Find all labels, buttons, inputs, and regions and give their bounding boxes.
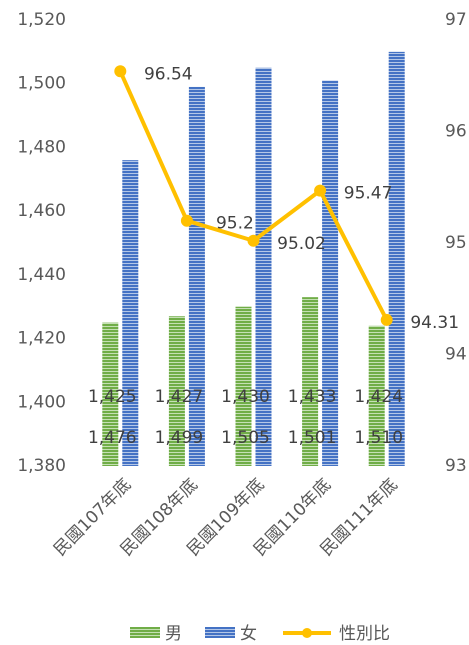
data-label: 1,424 <box>354 387 403 407</box>
bar <box>235 306 252 466</box>
data-label: 94.31 <box>410 313 459 333</box>
ratio-point <box>180 214 193 227</box>
bar <box>368 325 385 466</box>
y2-tick-label: 93 <box>445 456 467 476</box>
bar <box>388 51 405 466</box>
y-tick-label: 1,460 <box>17 201 66 221</box>
bar <box>322 80 339 467</box>
data-label: 1,499 <box>155 428 204 448</box>
data-label: 1,430 <box>221 387 270 407</box>
y2-tick-label: 96 <box>445 122 467 142</box>
bar <box>255 67 272 467</box>
legend-label: 女 <box>240 624 257 644</box>
ratio-point <box>380 313 393 326</box>
data-label: 95.2 <box>216 214 254 234</box>
y-tick-label: 1,380 <box>17 456 66 476</box>
y2-tick-label: 97 <box>445 10 467 30</box>
bar <box>102 322 119 466</box>
legend-swatch <box>205 627 235 638</box>
data-label: 1,427 <box>155 387 204 407</box>
data-label: 1,501 <box>288 428 337 448</box>
bar <box>122 160 139 466</box>
legend-label: 男 <box>165 624 182 644</box>
y-tick-label: 1,480 <box>17 137 66 157</box>
data-label: 95.47 <box>344 184 393 204</box>
y2-tick-label: 94 <box>445 345 467 365</box>
y-tick-label: 1,520 <box>17 10 66 30</box>
data-label: 95.02 <box>277 234 326 254</box>
y-tick-label: 1,400 <box>17 392 66 412</box>
bar <box>188 86 205 467</box>
legend-marker <box>302 628 312 638</box>
data-label: 1,510 <box>354 428 403 448</box>
ratio-point <box>247 234 260 247</box>
ratio-point <box>314 184 327 197</box>
data-label: 1,433 <box>288 387 337 407</box>
data-label: 1,505 <box>221 428 270 448</box>
legend-swatch <box>130 627 160 638</box>
legend-label: 性別比 <box>339 624 390 644</box>
bar <box>302 297 319 466</box>
ratio-point <box>114 65 127 78</box>
data-label: 1,476 <box>88 428 137 448</box>
y2-tick-label: 95 <box>445 233 467 253</box>
y-tick-label: 1,440 <box>17 265 66 285</box>
data-label: 96.54 <box>144 64 193 84</box>
y-tick-label: 1,500 <box>17 74 66 94</box>
data-label: 1,425 <box>88 387 137 407</box>
bar <box>168 316 185 466</box>
y-tick-label: 1,420 <box>17 329 66 349</box>
